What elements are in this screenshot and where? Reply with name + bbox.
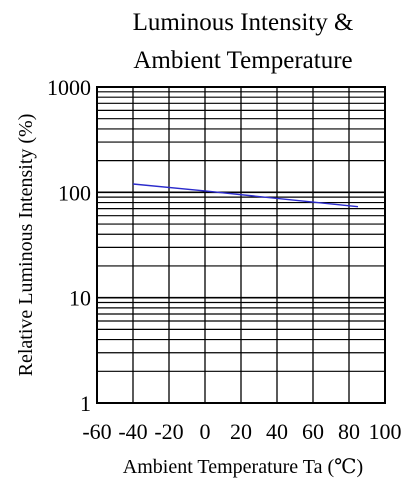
chart-title-line-1: Luminous Intensity & — [133, 9, 354, 36]
plot-frame — [96, 86, 386, 404]
chart-title-line-2: Ambient Temperature — [133, 47, 352, 74]
y-tick-label: 1 — [80, 391, 91, 416]
chart-title: Luminous Intensity & Ambient Temperature — [133, 9, 354, 74]
x-tick-label: 0 — [200, 419, 211, 444]
x-tick-label: -20 — [154, 419, 183, 444]
y-tick-labels: 1 10 100 1000 — [47, 75, 91, 416]
y-tick-label: 1000 — [47, 75, 91, 100]
y-tick-label: 10 — [69, 286, 91, 311]
x-tick-label: 80 — [338, 419, 360, 444]
x-tick-label: -40 — [118, 419, 147, 444]
series-line — [132, 183, 359, 208]
y-axis-label: Relative Luminous Intensity (%) — [15, 114, 37, 377]
series-group — [132, 183, 359, 208]
x-tick-label: 100 — [369, 419, 402, 444]
x-tick-label: 20 — [230, 419, 252, 444]
x-tick-labels: -60 -40 -20 0 20 40 60 80 100 — [82, 419, 401, 444]
x-axis-label: Ambient Temperature Ta (℃) — [123, 456, 363, 478]
y-tick-label: 100 — [58, 180, 91, 205]
x-tick-label: 40 — [266, 419, 288, 444]
x-tick-label: -60 — [82, 419, 111, 444]
plot-border — [96, 86, 386, 404]
x-tick-label: 60 — [302, 419, 324, 444]
grid — [96, 87, 386, 404]
